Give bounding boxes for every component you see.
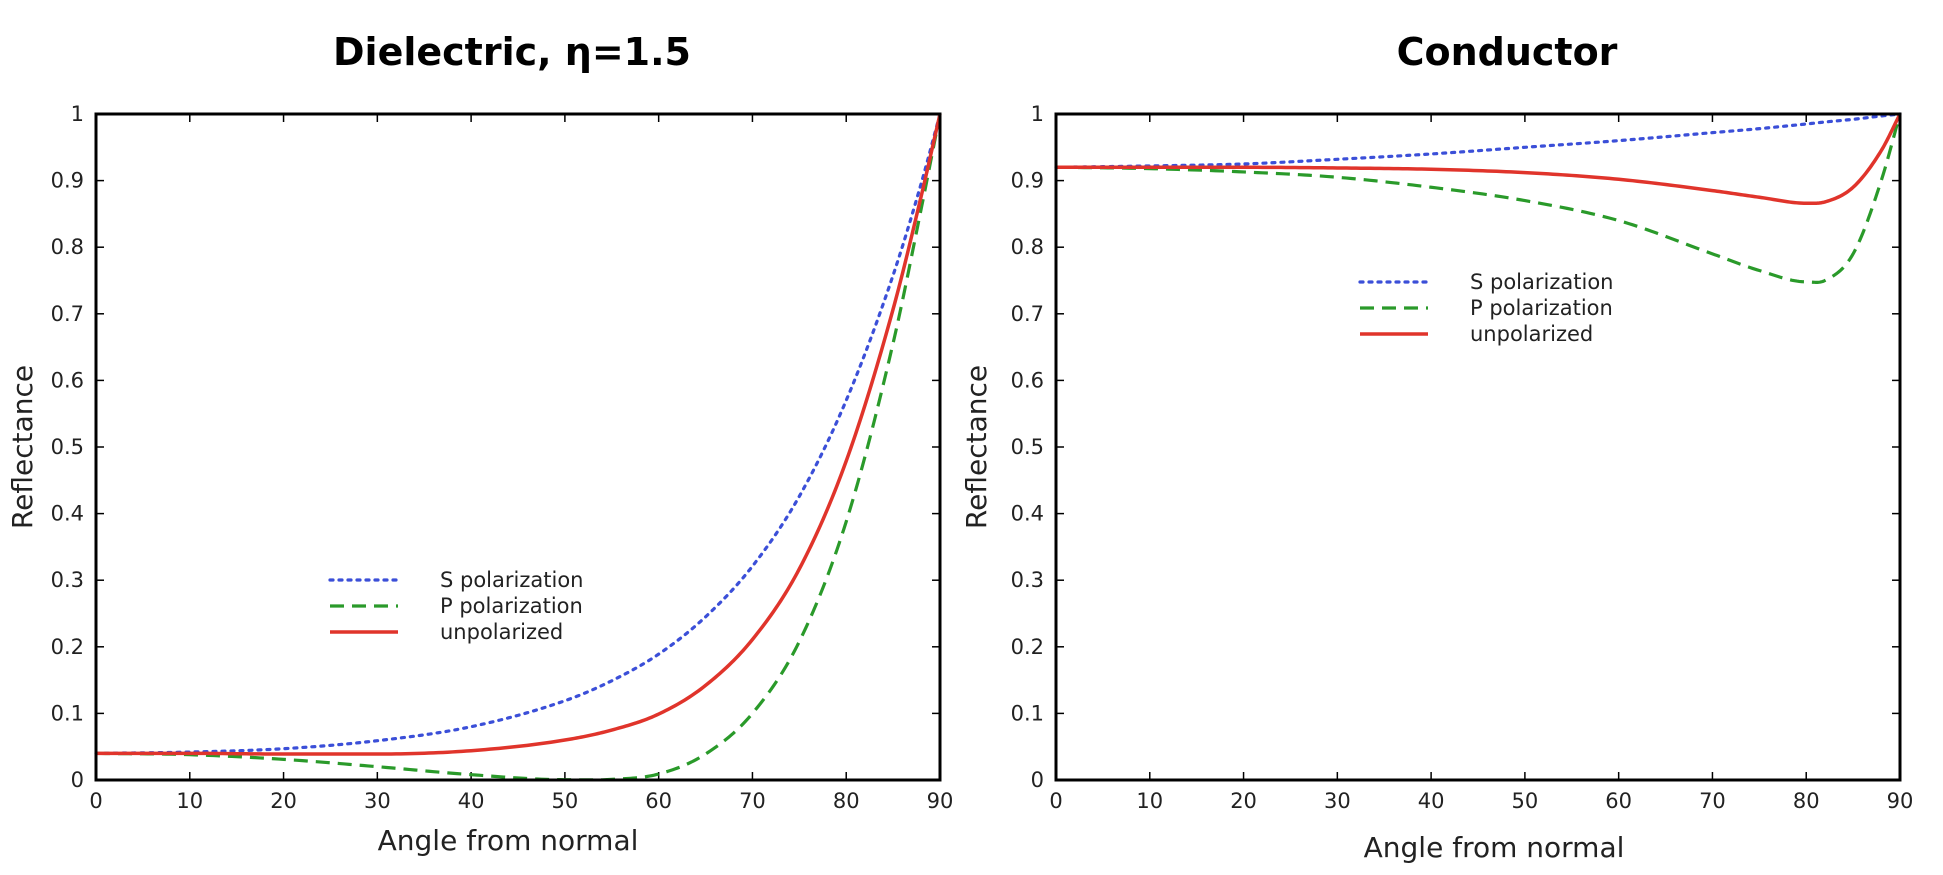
y-tick-label: 0.1 [51, 701, 84, 725]
y-tick-label: 0.6 [1011, 368, 1044, 392]
chart-title: Dielectric, η=1.5 [333, 30, 691, 74]
x-tick-label: 90 [927, 789, 954, 813]
y-tick-label: 0.2 [51, 635, 84, 659]
legend-label: unpolarized [440, 620, 563, 644]
y-axis-ticks: 0 0.1 0.2 0.3 0.4 0.5 0.6 0.7 0.8 0.9 1 [1011, 102, 1900, 792]
legend-label: S polarization [1470, 270, 1613, 294]
series-line-unpolarized [1056, 113, 1902, 206]
legend-label: unpolarized [1470, 322, 1593, 346]
y-tick-label: 0.3 [1011, 568, 1044, 592]
x-tick-label: 0 [89, 789, 102, 813]
x-tick-label: 50 [1512, 789, 1539, 813]
y-tick-label: 0.4 [1011, 502, 1044, 526]
y-tick-label: 0 [71, 768, 84, 792]
y-tick-label: 0.9 [1011, 169, 1044, 193]
plot-frame [1054, 112, 1902, 782]
y-tick-label: 0.5 [1011, 435, 1044, 459]
y-tick-label: 0.7 [1011, 302, 1044, 326]
y-axis-label: Reflectance [6, 365, 39, 529]
y-tick-label: 0.1 [1011, 701, 1044, 725]
series-lines [94, 112, 942, 782]
x-axis-label: Angle from normal [378, 824, 639, 857]
x-tick-label: 60 [645, 789, 672, 813]
legend-label: S polarization [440, 568, 583, 592]
x-tick-label: 10 [1136, 789, 1163, 813]
plot-frame [94, 112, 942, 782]
chart-title: Conductor [1397, 30, 1618, 74]
series-lines [1054, 112, 1902, 284]
x-tick-label: 20 [270, 789, 297, 813]
y-tick-label: 0.8 [1011, 235, 1044, 259]
x-tick-label: 70 [739, 789, 766, 813]
series-line-p-polarization [1055, 113, 1902, 284]
x-tick-label: 40 [1418, 789, 1445, 813]
y-axis-label: Reflectance [960, 365, 993, 529]
chart-dielectric: Dielectric, η=1.5 0 10 20 30 40 50 60 70 80 90 00… [6, 30, 953, 857]
x-tick-label: 50 [552, 789, 579, 813]
x-axis-ticks: 0 10 20 30 40 50 60 70 80 90 [1049, 114, 1913, 813]
y-tick-label: 0.5 [51, 435, 84, 459]
y-tick-label: 1 [71, 102, 84, 126]
series-line-s-polarization [1054, 112, 1902, 169]
y-tick-label: 0.2 [1011, 635, 1044, 659]
x-tick-label: 80 [833, 789, 860, 813]
x-axis-label: Angle from normal [1364, 831, 1625, 864]
y-tick-label: 0.6 [51, 368, 84, 392]
y-tick-label: 0 [1031, 768, 1044, 792]
x-axis-ticks: 0 10 20 30 40 50 60 70 80 90 [89, 114, 953, 813]
x-tick-label: 60 [1605, 789, 1632, 813]
legend-label: P polarization [440, 594, 583, 618]
y-tick-label: 0.8 [51, 235, 84, 259]
series-line-p-polarization [95, 113, 942, 782]
x-tick-label: 30 [364, 789, 391, 813]
x-tick-label: 90 [1887, 789, 1914, 813]
y-tick-label: 0.7 [51, 302, 84, 326]
x-tick-label: 20 [1230, 789, 1257, 813]
y-tick-label: 0.4 [51, 502, 84, 526]
x-tick-label: 80 [1793, 789, 1820, 813]
y-tick-label: 1 [1031, 102, 1044, 126]
legend-label: P polarization [1470, 296, 1613, 320]
chart-conductor: Conductor 0 10 20 30 40 50 60 70 80 90 0 0.1 0.2 0.3… [960, 30, 1913, 864]
x-tick-label: 30 [1324, 789, 1351, 813]
x-tick-label: 40 [458, 789, 485, 813]
series-line-s-polarization [94, 112, 942, 755]
y-axis-ticks: 0 0.1 0.2 0.3 0.4 0.5 0.6 0.7 0.8 0.9 1 [51, 102, 940, 792]
x-tick-label: 0 [1049, 789, 1062, 813]
series-line-unpolarized [96, 113, 942, 756]
x-tick-label: 70 [1699, 789, 1726, 813]
x-tick-label: 10 [176, 789, 203, 813]
y-tick-label: 0.3 [51, 568, 84, 592]
y-tick-label: 0.9 [51, 169, 84, 193]
